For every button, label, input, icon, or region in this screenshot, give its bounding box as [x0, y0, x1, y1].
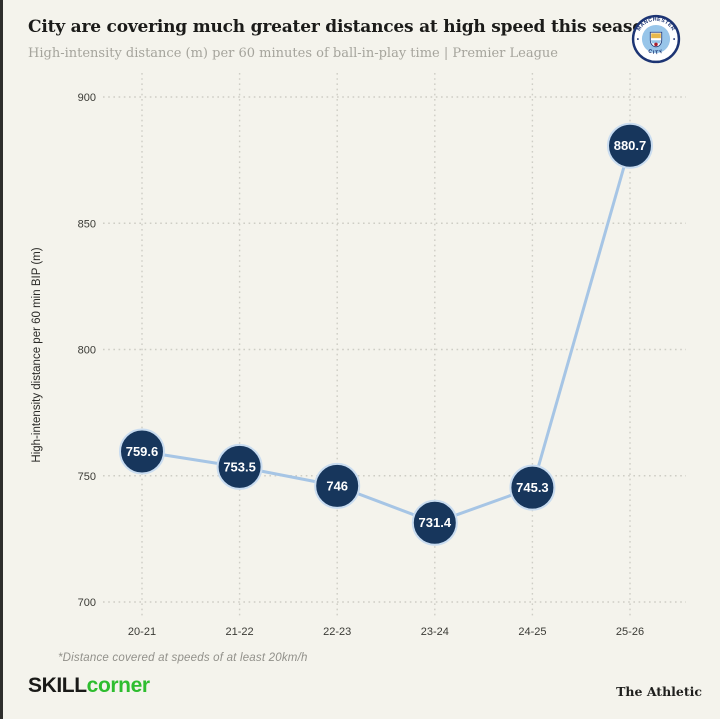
data-point: [607, 122, 653, 169]
x-tick-label: 22-23: [323, 626, 351, 638]
skillcorner-logo: SKILLcorner: [28, 674, 150, 698]
line-chart: 700 750 800 850 900 20-21 21-22 22-23 23-24 24-25…: [31, 73, 686, 638]
crest-rose: [654, 42, 658, 47]
x-tick-label: 25-26: [616, 626, 644, 638]
data-point-label: 880.7: [614, 138, 647, 153]
data-point: [216, 443, 263, 490]
x-tick-label: 21-22: [226, 626, 254, 638]
crest-river-band: [650, 40, 662, 44]
crest-bottom-text: CITY: [647, 48, 665, 56]
data-point-label: 759.6: [126, 444, 159, 459]
data-point: [314, 462, 361, 509]
y-tick-label: 900: [78, 92, 96, 104]
skillcorner-logo-corner: corner: [86, 674, 150, 697]
y-tick-label: 700: [78, 597, 96, 609]
chart-title: City are covering much greater distances…: [28, 17, 656, 37]
data-point-label: 745.3: [516, 480, 549, 495]
data-point: [509, 464, 556, 511]
chart-subtitle: High-intensity distance (m) per 60 minut…: [28, 46, 558, 61]
chart-footnote: *Distance covered at speeds of at least …: [58, 652, 308, 664]
manchester-city-crest-icon: MANCHESTER CITY: [631, 14, 681, 64]
x-tick-label: 23-24: [421, 626, 449, 638]
crest-ship: [651, 33, 661, 39]
series-line: [140, 144, 632, 525]
data-point: [119, 428, 165, 475]
crest-right-dot: [673, 38, 676, 40]
data-point-label: 746: [326, 478, 348, 493]
y-tick-label: 850: [78, 218, 96, 230]
skillcorner-logo-skill: SKILL: [28, 674, 87, 697]
data-point: [411, 499, 458, 546]
x-tick-label: 20-21: [128, 626, 156, 638]
y-tick-label: 750: [78, 471, 96, 483]
y-axis-title: High-intensity distance per 60 min BIP (…: [31, 247, 43, 462]
data-point-label: 753.5: [223, 459, 256, 474]
x-tick-label: 24-25: [518, 626, 546, 638]
y-tick-label: 800: [78, 345, 96, 357]
crest-outer-ring: [631, 14, 681, 64]
data-point-label: 731.4: [419, 515, 452, 530]
crest-left-dot: [636, 38, 639, 40]
the-athletic-attribution: The Athletic: [616, 684, 702, 699]
